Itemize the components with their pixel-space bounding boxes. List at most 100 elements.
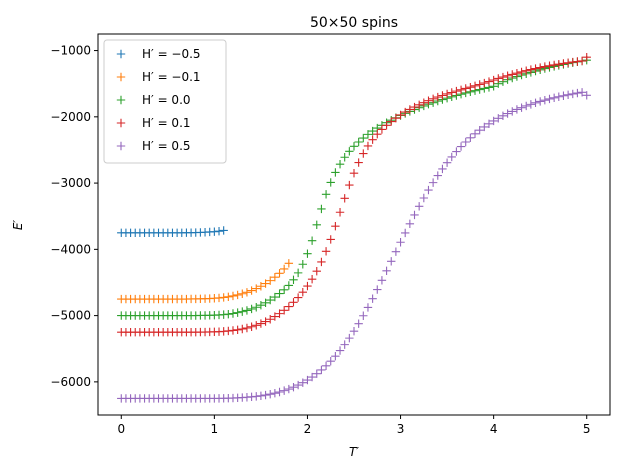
data-point <box>270 292 280 302</box>
data-point <box>517 103 526 112</box>
data-point <box>266 276 275 285</box>
data-point <box>335 208 345 217</box>
data-point <box>312 267 321 276</box>
data-point <box>368 135 377 144</box>
data-point <box>284 302 294 311</box>
data-point <box>391 247 401 256</box>
legend-label: H′ = −0.1 <box>142 70 201 84</box>
data-point <box>414 202 424 211</box>
data-point <box>242 306 252 315</box>
data-point <box>475 80 484 89</box>
data-point <box>247 286 256 295</box>
data-point <box>549 93 559 103</box>
data-point <box>498 72 508 82</box>
data-point <box>228 309 238 318</box>
data-point <box>484 77 494 86</box>
data-point <box>219 226 228 235</box>
y-tick-label: −3000 <box>50 176 91 190</box>
data-point <box>312 369 321 378</box>
data-point <box>545 94 554 104</box>
data-point <box>466 82 475 92</box>
data-point <box>293 268 303 278</box>
data-point <box>331 168 340 177</box>
x-tick-label: 5 <box>583 422 591 436</box>
data-point <box>391 113 401 123</box>
legend-label: H′ = −0.5 <box>142 47 201 61</box>
data-point <box>284 384 294 394</box>
data-point <box>461 137 470 147</box>
data-point <box>345 180 354 190</box>
series-2-markers <box>117 259 294 304</box>
data-point <box>470 129 480 139</box>
data-point <box>228 326 238 335</box>
data-point <box>401 228 410 238</box>
y-tick-label: −4000 <box>50 242 91 256</box>
data-point <box>540 62 550 71</box>
data-point <box>307 236 317 245</box>
data-point <box>307 274 317 284</box>
data-point <box>270 389 280 398</box>
data-point <box>401 107 410 117</box>
data-point <box>535 97 545 106</box>
data-point <box>438 91 447 100</box>
data-point <box>456 85 466 94</box>
data-point <box>261 298 270 308</box>
data-point <box>456 142 466 151</box>
data-point <box>298 260 307 269</box>
data-point <box>573 88 582 98</box>
data-point <box>428 94 438 104</box>
data-point <box>326 178 335 187</box>
data-point <box>563 90 573 100</box>
data-point <box>359 149 368 158</box>
data-point <box>279 306 289 315</box>
data-point <box>568 57 577 67</box>
data-point <box>480 122 489 132</box>
legend-marker <box>116 72 126 82</box>
data-point <box>298 378 307 387</box>
data-point <box>340 340 349 349</box>
data-point <box>354 137 363 147</box>
data-point <box>396 110 405 120</box>
x-tick-label: 0 <box>117 422 125 436</box>
data-point <box>275 289 284 298</box>
data-point <box>252 321 261 330</box>
x-tick-label: 3 <box>397 422 405 436</box>
data-point <box>554 59 563 69</box>
data-point <box>293 380 303 390</box>
data-point <box>266 389 275 399</box>
data-point <box>363 130 373 139</box>
data-point <box>559 59 568 68</box>
data-point <box>284 281 294 290</box>
series-1-markers <box>117 226 228 237</box>
data-point <box>405 219 415 228</box>
x-tick-label: 1 <box>211 422 219 436</box>
data-point <box>475 126 484 135</box>
data-point <box>261 317 270 326</box>
data-point <box>256 319 266 328</box>
data-point <box>349 326 359 336</box>
data-point <box>480 78 489 88</box>
data-point <box>326 235 335 244</box>
data-point <box>424 96 433 105</box>
data-point <box>484 119 494 128</box>
data-point <box>503 109 512 118</box>
data-point <box>242 288 252 297</box>
data-point <box>363 141 373 151</box>
data-point <box>303 281 312 291</box>
data-point <box>368 126 377 136</box>
data-point <box>312 220 321 230</box>
y-tick-label: −6000 <box>50 375 91 389</box>
data-point <box>368 294 377 303</box>
data-point <box>321 247 331 256</box>
data-point <box>238 307 247 316</box>
data-point <box>331 221 340 231</box>
data-point <box>354 158 363 167</box>
data-point <box>573 57 582 66</box>
data-point <box>256 282 266 291</box>
data-point <box>238 324 247 334</box>
data-point <box>424 185 433 195</box>
data-point <box>284 259 294 268</box>
x-tick-label: 4 <box>490 422 498 436</box>
data-point <box>275 269 284 278</box>
legend-marker <box>116 118 126 128</box>
